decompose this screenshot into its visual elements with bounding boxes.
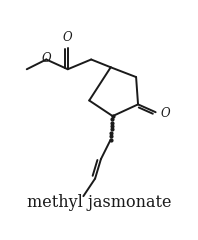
Text: O: O xyxy=(161,107,170,120)
Text: O: O xyxy=(41,52,51,65)
Text: methyl jasmonate: methyl jasmonate xyxy=(27,194,171,211)
Text: O: O xyxy=(63,31,73,44)
